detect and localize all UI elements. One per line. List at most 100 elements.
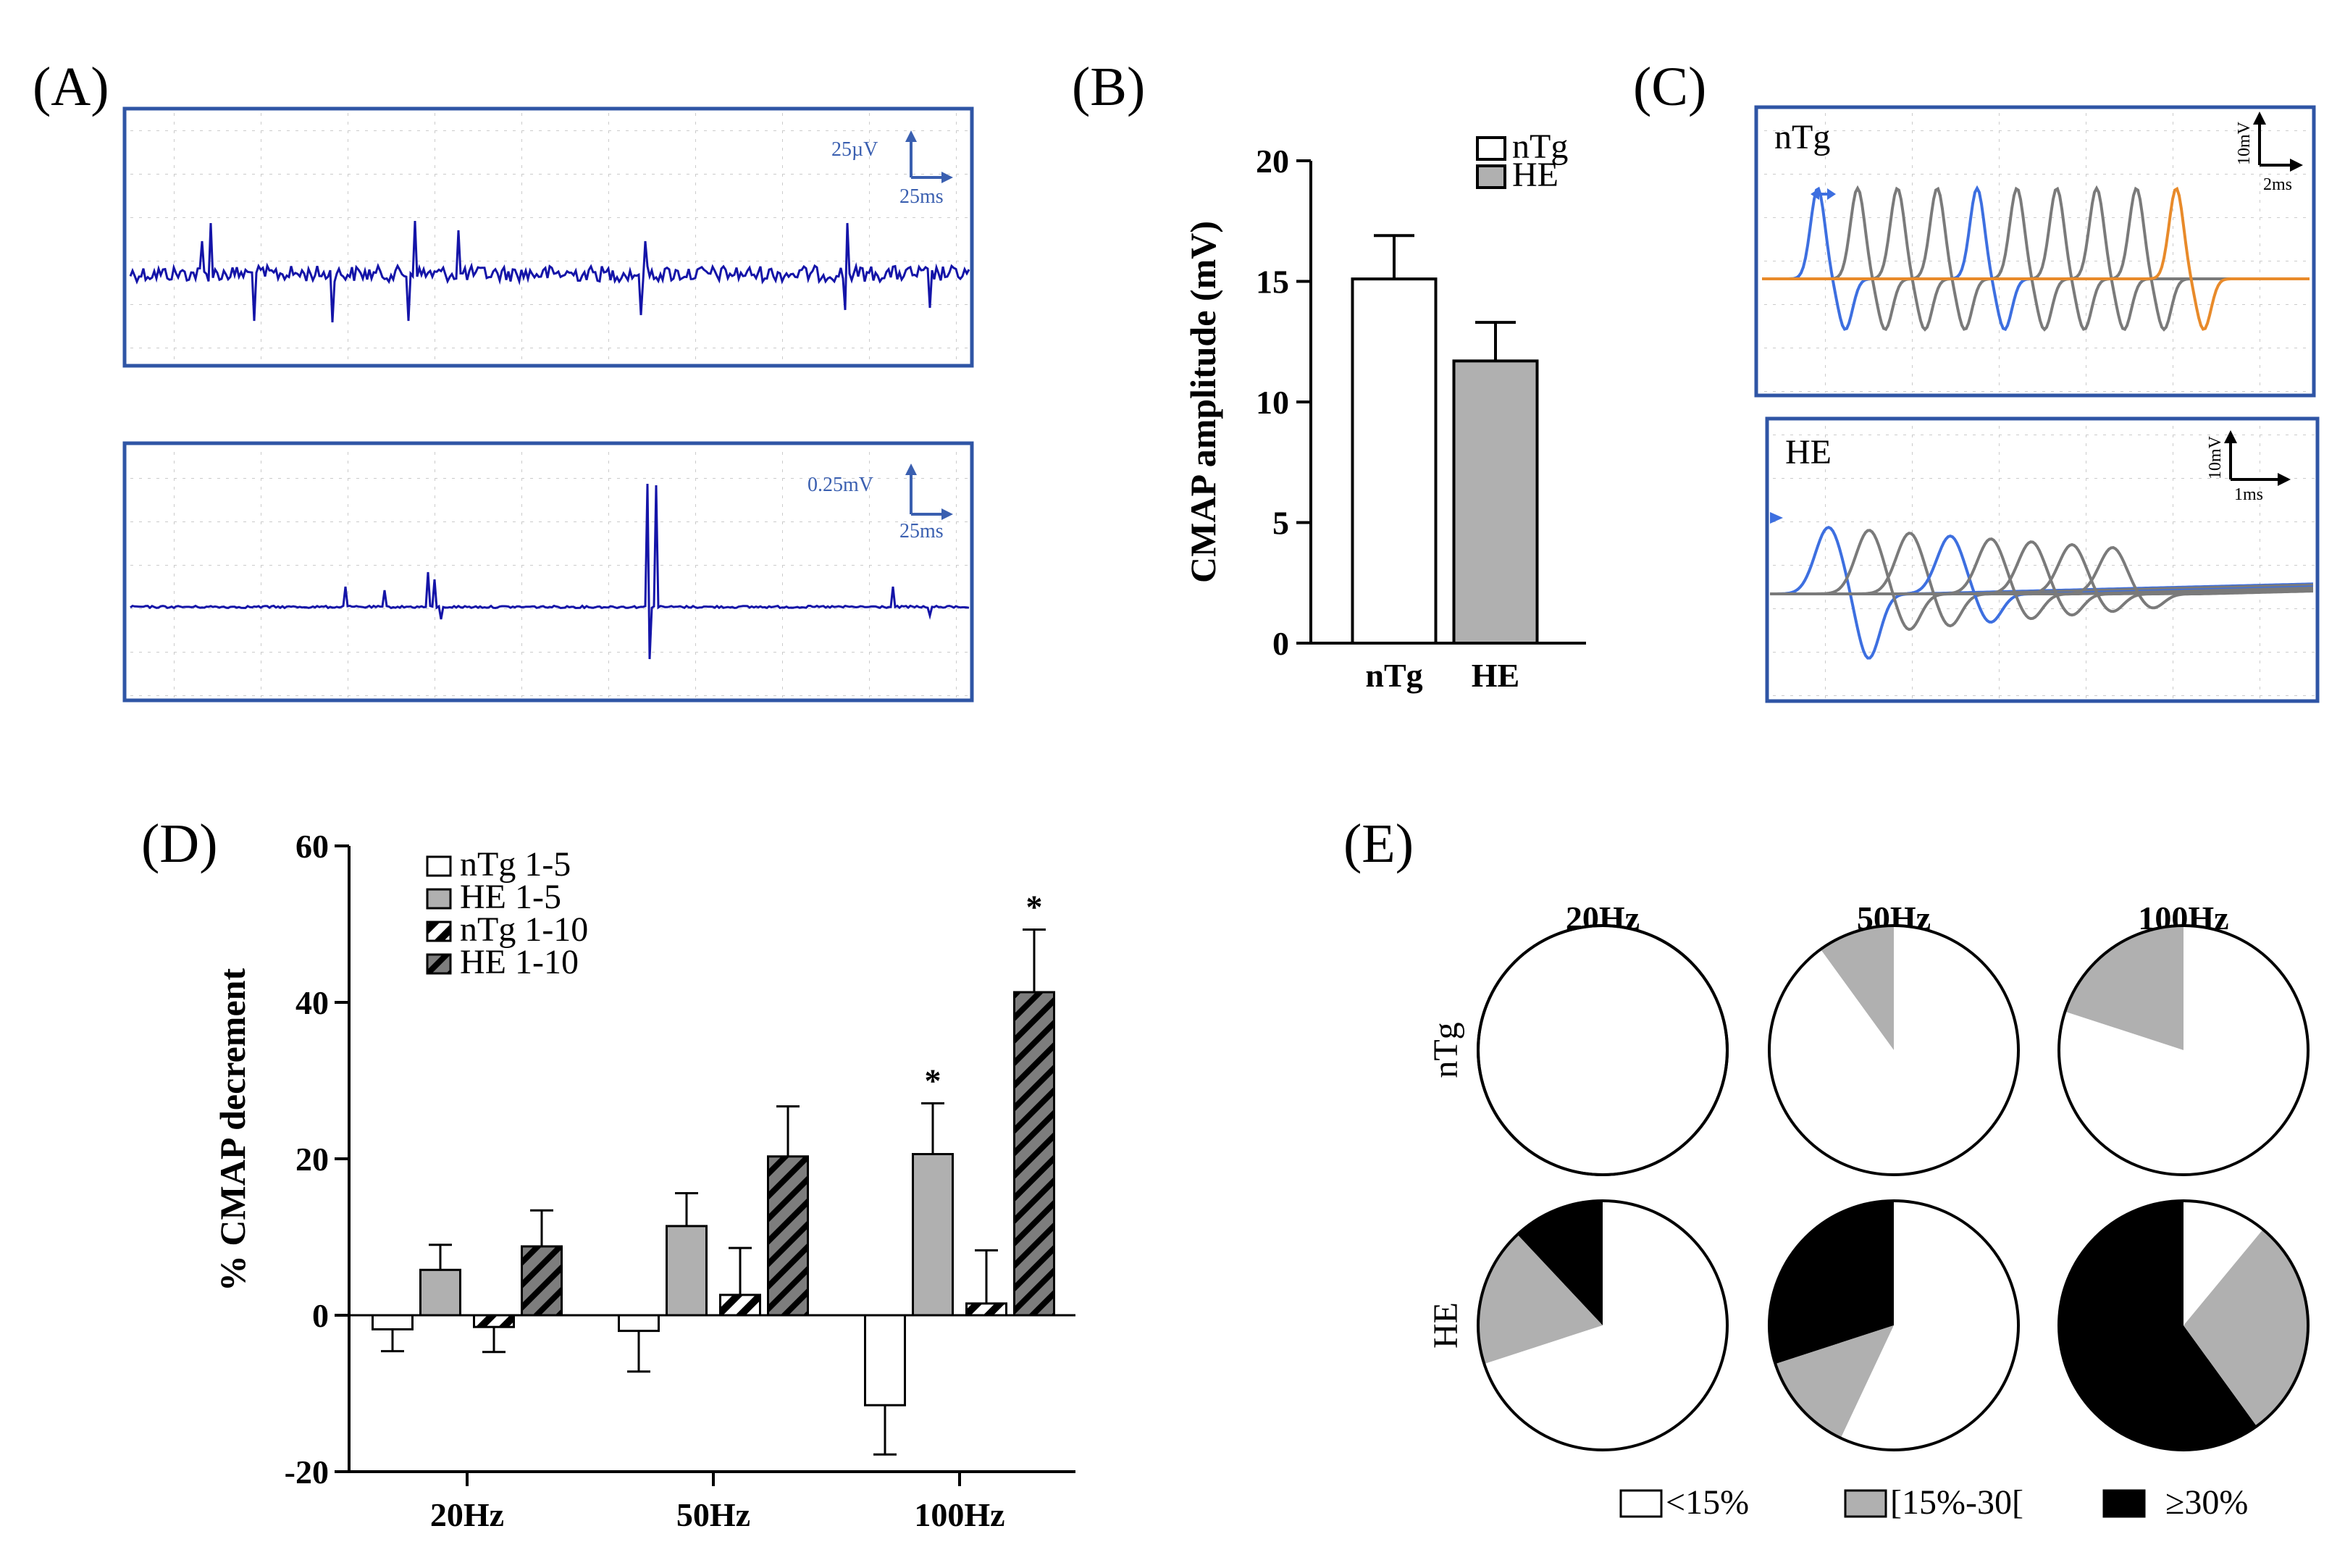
panel-c-bottom: HE 10mV 1ms [1765,416,2320,703]
chart-e-legend: <15% [15%-30[ ≥30% [1619,1483,2248,1522]
emg-trace-bottom [130,483,970,660]
cursor-arrows-ntg [1811,188,1836,200]
chart-d-bar [521,1245,563,1317]
chart-d-bar [618,1314,660,1333]
chart-b-ylabel: CMAP amplitude (mV) [1183,221,1223,583]
scale-bar-c-top: 10mV 2ms [2235,112,2303,194]
panel-label-c: (C) [1633,56,1706,117]
chart-d-legend-ntg-1-5: nTg 1-5 [460,845,571,884]
panel-c-top-label: nTg [1774,118,1830,156]
chart-e-slice [1769,926,2018,1175]
scale-x-label-top: 25ms [899,185,944,208]
chart-e-pie-outline [1477,924,1729,1176]
chart-e-slice [1820,926,1894,1050]
scale-bar-c-bottom: 10mV 1ms [2206,430,2291,504]
chart-d-bar [666,1225,708,1317]
chart-b-legend-ntg: nTg [1512,127,1568,166]
chart-e-slice [2065,926,2184,1050]
chart-b-legend: nTg HE [1476,127,1568,194]
chart-e-pie-outline [1768,1199,2020,1451]
chart-e-row-ntg: nTg [1427,1022,1465,1078]
chart-d-ytick-label: 0 [312,1297,329,1334]
chart-b-legend-he: HE [1512,156,1559,194]
chart-b-ytick-label: 0 [1272,625,1289,662]
chart-e-slice [1477,1234,1603,1364]
chart-d-bar [965,1302,1007,1317]
panel-label-e: (E) [1343,813,1414,874]
chart-e-slice [1517,1201,1603,1325]
chart-b-xtick-label: HE [1472,657,1519,694]
chart-d-bar [864,1314,906,1406]
chart-d-legend: nTg 1-5 HE 1-5 nTg 1-10 HE 1-10 [426,845,588,981]
chart-e-slice [1775,1325,1894,1438]
chart-d-legend-he-1-10: HE 1-10 [460,943,579,981]
chart-b-xtick-label: nTg [1365,657,1422,694]
chart-d-ylabel: % CMAP decrement [212,968,253,1292]
scale-x-label-bottom: 25ms [899,520,944,542]
chart-e-slice [1769,1201,1894,1364]
chart-e-row-he: HE [1427,1302,1465,1349]
chart-d-ytick-label: -20 [285,1454,329,1491]
panel-label-d: (D) [141,813,218,874]
chart-b-ytick-label: 10 [1256,384,1289,421]
chart-e-slice [2059,1201,2257,1450]
panel-c-bottom-label: HE [1785,433,1832,471]
panel-a-bottom-trace: 0.25mV 25ms [122,441,974,703]
chart-d-legend-ntg-1-10: nTg 1-10 [460,910,588,949]
scale-c-top-y: 10mV [2235,121,2254,165]
chart-e-pie-outline [2057,1199,2310,1451]
cmap-waveform-ntg [1762,186,2310,331]
cmap-waveform-he [1770,546,2313,610]
cmap-traces-ntg [1762,185,2310,332]
chart-e-slice [2184,1229,2308,1427]
chart-e-legend-ge30: ≥30% [2165,1483,2248,1522]
panel-a-top-trace: 25µV 25ms [122,106,974,368]
chart-d-legend-he-1-5: HE 1-5 [460,878,561,916]
chart-b-bar-ntg [1351,277,1438,645]
chart-d-bar [767,1155,809,1317]
chart-d-ytick-label: 20 [295,1141,329,1178]
chart-d-bar [473,1314,515,1328]
chart-d-cmap-decrement: % CMAP decrement nTg 1-5 HE 1-5 nTg 1-10… [212,828,1075,1533]
chart-d-xtick-label: 50Hz [676,1496,750,1533]
chart-e-slice [2058,926,2308,1175]
panel-c-top: nTg 10mV 2ms [1754,105,2316,398]
chart-e-slice [1840,1200,2019,1450]
chart-e-pie-outline [1768,924,2020,1176]
chart-d-significance-mark: * [925,1062,941,1099]
chart-d-ytick-label: 40 [295,984,329,1021]
chart-b-ytick-label: 20 [1256,143,1289,180]
chart-d-significance-mark: * [1026,889,1043,926]
chart-d-ytick-label: 60 [295,828,329,865]
chart-e-pies: 20Hz 50Hz 100Hz nTg HE <15% [15%-30[ ≥30… [1427,900,2310,1522]
chart-e-legend-lt15: <15% [1666,1483,1749,1522]
chart-e-slice [2184,1201,2263,1325]
chart-d-bar [1013,991,1055,1317]
chart-d-xtick-label: 20Hz [430,1496,504,1533]
panel-label-a: (A) [33,56,109,117]
chart-e-pie-outline [1477,1199,1729,1451]
panel-label-b: (B) [1072,56,1145,117]
chart-e-pie-outline [2057,924,2310,1176]
chart-b-ytick-label: 5 [1272,505,1289,542]
chart-b-bar-he [1452,359,1539,645]
scale-c-bottom-y: 10mV [2206,435,2225,479]
chart-d-xtick-label: 100Hz [914,1496,1004,1533]
scale-bar-bottom: 0.25mV 25ms [807,464,953,542]
chart-d-bar [912,1153,954,1317]
scale-c-top-x: 2ms [2263,175,2292,194]
chart-b-ytick-label: 15 [1256,264,1289,301]
emg-trace-top [129,220,970,323]
chart-d-bar [372,1314,414,1330]
scale-c-bottom-x: 1ms [2234,485,2263,504]
chart-d-bar [419,1268,461,1317]
cursor-marker-he [1770,512,1783,524]
chart-e-legend-15-30: [15%-30[ [1890,1483,2023,1522]
chart-e-slice [1484,1201,1727,1450]
cmap-traces-he [1770,512,2314,660]
scale-y-label-bottom: 0.25mV [807,474,873,496]
chart-d-bar [719,1294,761,1317]
scale-y-label-top: 25µV [831,138,878,161]
